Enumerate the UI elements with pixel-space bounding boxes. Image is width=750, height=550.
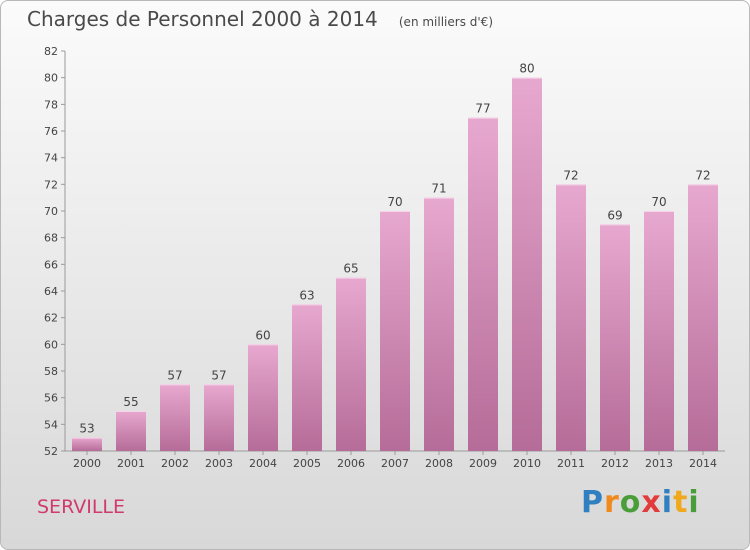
y-tick-label: 52 [44,445,58,458]
data-label: 70 [387,195,402,209]
x-tick-label: 2001 [117,457,145,470]
data-label: 57 [211,368,226,382]
x-tick-label: 2002 [161,457,189,470]
data-label: 57 [167,368,182,382]
bar-2000 [72,437,102,451]
data-label: 55 [123,395,138,409]
y-tick-label: 62 [44,312,58,325]
bar-2002 [160,384,190,451]
y-tick-label: 76 [44,125,58,138]
logo-letter: i [688,485,700,520]
x-tick-label: 2007 [381,457,409,470]
x-tick-label: 2006 [337,457,365,470]
data-label: 71 [431,182,446,196]
data-label: 80 [519,62,534,76]
x-tick-label: 2005 [293,457,321,470]
y-tick-label: 82 [44,45,58,58]
y-tick-label: 60 [44,338,58,351]
bar-2014 [688,184,718,452]
bar-2012 [600,224,630,451]
bar-2004 [248,344,278,451]
chart-subtitle: (en milliers d'€) [398,15,493,29]
y-tick-label: 80 [44,72,58,85]
data-label: 70 [651,195,666,209]
chart-title: Charges de Personnel 2000 à 2014 [27,7,378,31]
data-label: 69 [607,208,622,222]
axes: 52 54 56 58 60 62 64 66 68 70 72 74 76 78 80 82 2000 2001… [44,45,725,470]
bar-2006 [336,277,366,451]
proxiti-logo: Proxiti [581,485,700,520]
x-tick-label: 2003 [205,457,233,470]
bar-2008 [424,197,454,451]
y-tick-label: 66 [44,258,58,271]
y-tick-label: 70 [44,205,58,218]
bar-2009 [468,117,498,452]
data-label: 65 [343,262,358,276]
bar-2005 [292,304,322,451]
bar-2003 [204,384,234,451]
x-tick-label: 2000 [73,457,101,470]
x-tick-label: 2012 [601,457,629,470]
data-label: 72 [563,168,578,182]
y-tick-label: 64 [44,285,58,298]
y-tick-label: 58 [44,365,58,378]
logo-letter: x [641,485,662,520]
x-tick-label: 2010 [513,457,541,470]
data-label: 60 [255,328,270,342]
bar-2007 [380,211,410,451]
x-tick-label: 2011 [557,457,585,470]
bars-group [72,77,718,452]
bar-2001 [116,411,146,451]
y-tick-label: 54 [44,418,58,431]
x-tick-label: 2004 [249,457,277,470]
data-label: 63 [299,288,314,302]
data-label: 77 [475,102,490,116]
data-label: 53 [79,422,94,436]
y-tick-label: 68 [44,232,58,245]
y-tick-label: 72 [44,178,58,191]
y-tick-label: 78 [44,98,58,111]
bar-2011 [556,184,586,452]
y-tick-label: 74 [44,152,58,165]
x-tick-label: 2009 [469,457,497,470]
logo-letter: P [581,485,604,520]
x-tick-label: 2013 [645,457,673,470]
x-tick-label: 2008 [425,457,453,470]
data-label: 72 [695,168,710,182]
logo-letter: o [619,485,642,520]
logo-letter: r [604,485,620,520]
logo-letter: t [673,485,689,520]
data-labels-group: 53 55 57 57 60 63 65 70 71 77 80 72 69 70 72 [79,62,710,436]
bar-2010 [512,77,542,452]
city-name: SERVILLE [37,496,126,518]
logo-letter: i [661,485,674,520]
bar-2013 [644,211,674,451]
y-tick-label: 56 [44,392,58,405]
title-row: Charges de Personnel 2000 à 2014 (en mil… [27,7,493,31]
x-tick-label: 2014 [689,457,717,470]
